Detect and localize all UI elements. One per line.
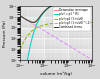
p(v) = p1 * R1: [67, 1, 68, 2]
Combined terms: [72, 0, 74, 1]
p(v)=p2 (1+v/v0): [54, 23, 55, 24]
Detonation isentrope: [33, 22, 34, 23]
Combined terms: [48, 7, 49, 8]
Combined terms: [93, 0, 95, 1]
Detonation isentrope: [54, 4, 55, 5]
Detonation isentrope: [48, 7, 49, 8]
p(v) = p1 * R1: [53, 4, 54, 5]
Combined terms: [54, 4, 55, 5]
p(v)=p2 (1+v/v0): [53, 23, 55, 24]
Line: p(v)=p3 (1+v/v0)^(-1): p(v)=p3 (1+v/v0)^(-1): [20, 16, 92, 60]
p(v) = p1 * R1: [80, 0, 81, 1]
p(v)=p3 (1+v/v0)^(-1): [71, 47, 72, 48]
p(v)=p3 (1+v/v0)^(-1): [20, 16, 21, 17]
p(v) = p1 * R1: [84, 0, 85, 1]
p(v)=p3 (1+v/v0)^(-1): [92, 59, 93, 60]
Detonation isentrope: [54, 4, 55, 5]
Line: Combined terms: Combined terms: [20, 0, 94, 22]
p(v)=p2 (1+v/v0): [84, 22, 85, 23]
Line: p(v)=p2 (1+v/v0): p(v)=p2 (1+v/v0): [20, 22, 94, 49]
p(v)=p2 (1+v/v0): [93, 22, 95, 23]
p(v)=p3 (1+v/v0)^(-1): [23, 17, 24, 18]
Detonation isentrope: [72, 0, 74, 1]
p(v)=p3 (1+v/v0)^(-1): [43, 30, 44, 31]
Legend: Detonation isentrope, p(v) = p1 * R1, p(v)=p2 (1+v/v0), p(v)=p3 (1+v/v0)^(-1), C: Detonation isentrope, p(v) = p1 * R1, p(…: [53, 7, 91, 30]
p(v)=p2 (1+v/v0): [72, 22, 74, 23]
Line: Detonation isentrope: Detonation isentrope: [20, 0, 94, 22]
p(v)=p2 (1+v/v0): [20, 49, 21, 50]
p(v) = p1 * R1: [93, 0, 94, 1]
Combined terms: [84, 0, 85, 1]
p(v) = p1 * R1: [50, 6, 51, 7]
Detonation isentrope: [56, 3, 58, 4]
Detonation isentrope: [20, 16, 21, 17]
Combined terms: [56, 3, 58, 4]
Combined terms: [20, 16, 21, 17]
p(v)=p3 (1+v/v0)^(-1): [26, 19, 27, 20]
Line: p(v) = p1 * R1: p(v) = p1 * R1: [28, 0, 94, 60]
Detonation isentrope: [93, 0, 95, 1]
Combined terms: [54, 4, 55, 5]
X-axis label: volume (m³/kg): volume (m³/kg): [40, 71, 72, 76]
Combined terms: [33, 22, 34, 23]
p(v) = p1 * R1: [27, 59, 28, 60]
p(v) = p1 * R1: [93, 0, 95, 1]
Detonation isentrope: [84, 0, 85, 1]
p(v)=p3 (1+v/v0)^(-1): [88, 58, 90, 59]
p(v)=p3 (1+v/v0)^(-1): [55, 37, 56, 38]
Y-axis label: Pressure (Pa): Pressure (Pa): [4, 20, 8, 47]
